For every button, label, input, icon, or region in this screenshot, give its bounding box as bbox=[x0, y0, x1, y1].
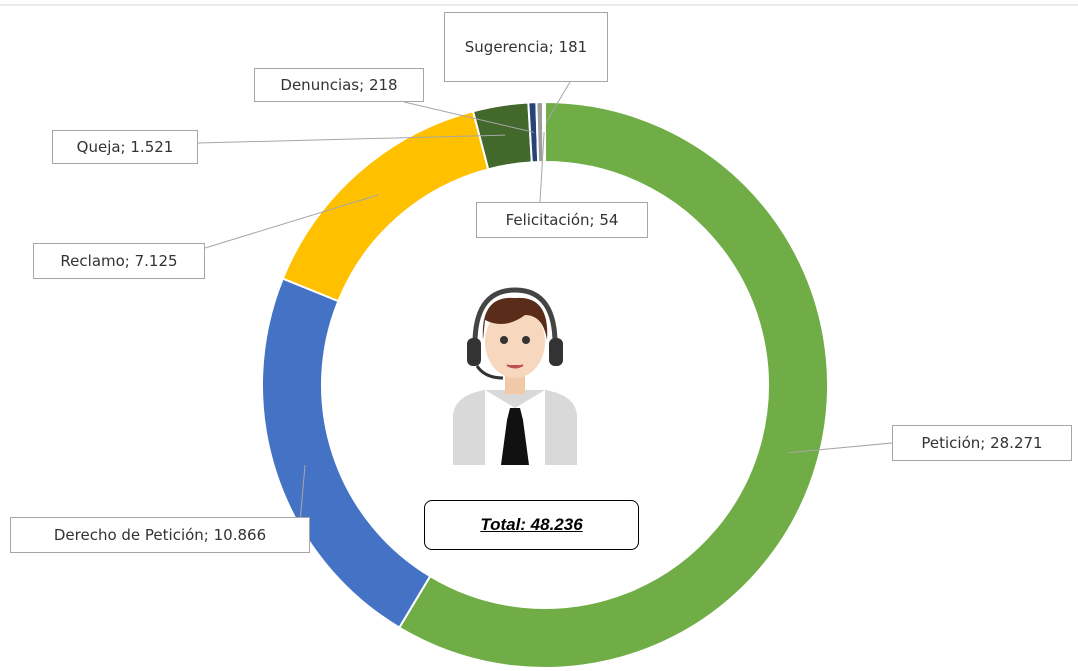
data-label: Felicitación; 54 bbox=[476, 202, 648, 238]
chart-canvas bbox=[0, 0, 1078, 671]
donut-slice bbox=[399, 102, 828, 668]
data-label: Denuncias; 218 bbox=[254, 68, 424, 102]
data-label: Reclamo; 7.125 bbox=[33, 243, 205, 279]
data-label: Queja; 1.521 bbox=[52, 130, 198, 164]
donut-slice bbox=[262, 279, 430, 628]
total-label: Total: 48.236 bbox=[424, 500, 639, 550]
data-label: Derecho de Petición; 10.866 bbox=[10, 517, 310, 553]
data-label: Sugerencia; 181 bbox=[444, 12, 608, 82]
agent-icon bbox=[453, 290, 577, 465]
data-label: Petición; 28.271 bbox=[892, 425, 1072, 461]
chart: Total: 48.236 Petición; 28.271 Derecho de… bbox=[0, 0, 1078, 671]
